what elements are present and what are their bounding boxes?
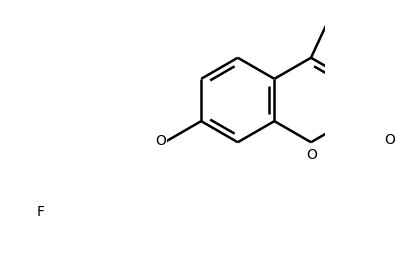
Text: O: O (384, 133, 395, 147)
Text: O: O (307, 147, 318, 162)
Text: F: F (37, 205, 45, 220)
Text: O: O (155, 134, 166, 148)
